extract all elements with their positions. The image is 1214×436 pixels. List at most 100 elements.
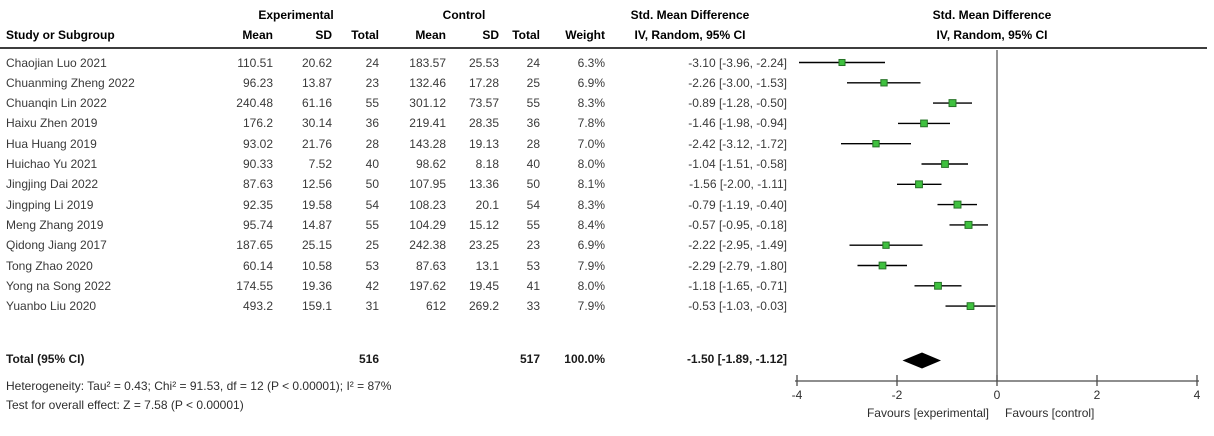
- cell-sd-exp: 25.15: [301, 238, 332, 253]
- cell-ci-text: -0.57 [-0.95, -0.18]: [688, 217, 787, 232]
- effect-marker: [878, 261, 887, 270]
- cell-sd-exp: 20.62: [301, 55, 332, 70]
- effect-marker: [915, 180, 923, 189]
- cell-total-exp: 54: [365, 197, 379, 212]
- cell-total-exp: 40: [365, 157, 379, 171]
- favours-control-label: Favours [control]: [1005, 406, 1094, 420]
- cell-mean-exp: 240.48: [236, 96, 273, 111]
- effect-marker: [964, 220, 973, 229]
- effect-marker: [941, 160, 949, 168]
- cell-total-ctl: 53: [526, 258, 540, 273]
- column-header-mean-ctl: Mean: [415, 28, 446, 42]
- study-name: Hua Huang 2019: [6, 136, 97, 151]
- column-header-mean-exp: Mean: [242, 28, 273, 42]
- total-weight: 100.0%: [564, 352, 605, 366]
- cell-weight: 6.9%: [577, 238, 605, 253]
- cell-sd-ctl: 20.1: [475, 197, 499, 212]
- total-ci-text: -1.50 [-1.89, -1.12]: [686, 352, 787, 366]
- cell-total-ctl: 55: [526, 96, 540, 111]
- cell-mean-ctl: 107.95: [409, 177, 446, 192]
- column-group-smd-plot: Std. Mean Difference: [932, 8, 1052, 22]
- cell-total-ctl: 40: [526, 157, 540, 171]
- column-header-total-ctl: Total: [512, 28, 540, 42]
- effect-marker: [920, 119, 928, 128]
- cell-total-exp: 42: [365, 278, 379, 293]
- header-divider: [0, 47, 1207, 49]
- cell-total-exp: 55: [365, 96, 379, 111]
- cell-sd-exp: 10.58: [301, 258, 332, 273]
- cell-sd-exp: 19.58: [301, 197, 332, 212]
- total-row-label: Total (95% CI): [6, 352, 85, 366]
- study-name: Jingping Li 2019: [6, 197, 94, 212]
- effect-marker: [880, 79, 888, 87]
- cell-total-ctl: 41: [526, 278, 540, 293]
- cell-total-ctl: 54: [526, 197, 540, 212]
- cell-weight: 7.8%: [577, 116, 605, 131]
- cell-total-exp: 24: [365, 55, 379, 70]
- cell-mean-ctl: 87.63: [415, 258, 446, 273]
- effect-marker: [966, 302, 975, 310]
- column-header-total-exp: Total: [351, 28, 379, 42]
- study-name: Huichao Yu 2021: [6, 157, 98, 171]
- cell-mean-exp: 110.51: [237, 55, 273, 70]
- cell-sd-ctl: 13.36: [468, 177, 499, 192]
- cell-mean-ctl: 108.23: [409, 197, 446, 212]
- cell-mean-ctl: 183.57: [409, 55, 446, 70]
- effect-marker: [882, 241, 890, 249]
- cell-total-exp: 53: [365, 258, 379, 273]
- cell-mean-ctl: 242.38: [409, 238, 446, 253]
- cell-mean-exp: 174.55: [236, 278, 273, 293]
- cell-sd-ctl: 19.13: [468, 136, 499, 151]
- cell-weight: 6.9%: [577, 75, 605, 90]
- cell-weight: 8.0%: [577, 278, 605, 293]
- cell-total-exp: 50: [365, 177, 379, 192]
- cell-weight: 7.0%: [577, 136, 605, 151]
- cell-ci-text: -2.42 [-3.12, -1.72]: [688, 136, 787, 151]
- cell-total-ctl: 23: [526, 238, 540, 253]
- heterogeneity-text: Heterogeneity: Tau² = 0.43; Chi² = 91.53…: [6, 379, 392, 393]
- cell-total-ctl: 50: [526, 177, 540, 192]
- effect-marker: [948, 99, 957, 108]
- column-group-experimental: Experimental: [258, 8, 334, 22]
- cell-sd-ctl: 28.35: [468, 116, 499, 131]
- cell-mean-exp: 95.74: [242, 217, 273, 232]
- cell-mean-ctl: 219.41: [409, 116, 446, 131]
- axis-tick-label: 4: [1194, 388, 1201, 402]
- cell-ci-text: -3.10 [-3.96, -2.24]: [688, 55, 787, 70]
- axis-tick-label: 0: [994, 388, 1001, 402]
- axis-tick-label: -4: [792, 388, 803, 402]
- cell-sd-ctl: 19.45: [468, 278, 499, 293]
- cell-weight: 8.0%: [577, 157, 605, 171]
- cell-mean-exp: 493.2: [242, 299, 273, 314]
- cell-total-exp: 23: [365, 75, 379, 90]
- column-group-control: Control: [442, 8, 486, 22]
- total-exp-n: 516: [358, 352, 379, 366]
- cell-ci-text: -2.26 [-3.00, -1.53]: [688, 75, 787, 90]
- cell-sd-ctl: 23.25: [468, 238, 499, 253]
- cell-sd-ctl: 25.53: [468, 55, 499, 70]
- cell-mean-exp: 93.02: [242, 136, 273, 151]
- cell-total-ctl: 25: [526, 75, 540, 90]
- cell-sd-ctl: 17.28: [468, 75, 499, 90]
- cell-ci-text: -1.56 [-2.00, -1.11]: [689, 177, 787, 192]
- cell-total-ctl: 28: [526, 136, 540, 151]
- column-header-sd-ctl: SD: [482, 28, 499, 42]
- cell-mean-ctl: 612: [425, 299, 446, 314]
- cell-total-ctl: 55: [526, 217, 540, 232]
- cell-sd-ctl: 73.57: [468, 96, 499, 111]
- cell-weight: 8.3%: [577, 197, 605, 212]
- cell-sd-exp: 159.1: [301, 299, 332, 314]
- cell-total-ctl: 33: [526, 299, 540, 314]
- cell-total-ctl: 36: [526, 116, 540, 131]
- cell-weight: 7.9%: [577, 258, 605, 273]
- column-header-study: Study or Subgroup: [6, 28, 115, 42]
- axis-tick-label: -2: [892, 388, 903, 402]
- cell-ci-text: -1.04 [-1.51, -0.58]: [688, 157, 787, 171]
- overall-effect-text: Test for overall effect: Z = 7.58 (P < 0…: [6, 398, 244, 412]
- cell-sd-ctl: 15.12: [468, 217, 499, 232]
- cell-sd-exp: 7.52: [308, 157, 332, 171]
- effect-marker: [838, 58, 846, 67]
- summary-diamond: [902, 352, 941, 369]
